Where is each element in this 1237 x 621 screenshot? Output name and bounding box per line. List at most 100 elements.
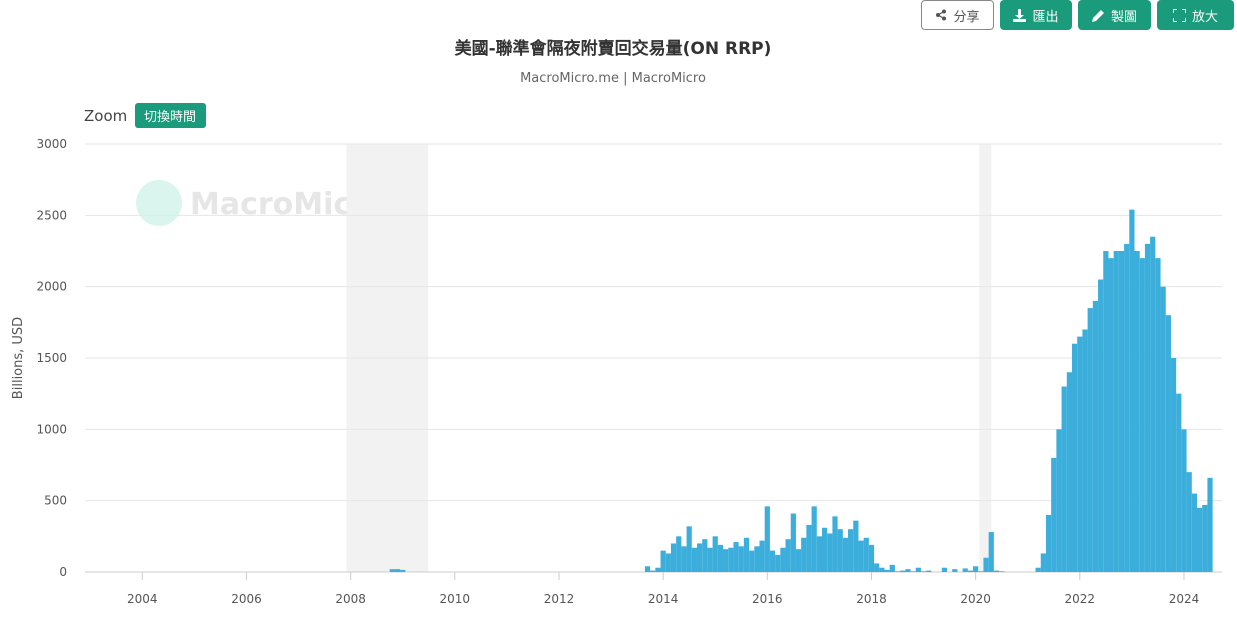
bar bbox=[1071, 343, 1078, 572]
bar bbox=[842, 537, 849, 572]
bar bbox=[1108, 258, 1114, 572]
share-button[interactable]: 分享 bbox=[921, 0, 994, 30]
bar bbox=[827, 533, 833, 572]
bar bbox=[1113, 251, 1119, 572]
export-button[interactable]: 匯出 bbox=[1000, 0, 1072, 30]
bar bbox=[1098, 279, 1104, 572]
x-tick-label: 2004 bbox=[127, 592, 158, 606]
bar bbox=[952, 569, 958, 572]
bar bbox=[665, 553, 671, 572]
x-tick-label: 2014 bbox=[648, 592, 679, 606]
bar bbox=[905, 569, 911, 572]
draw-button[interactable]: 製圖 bbox=[1078, 0, 1151, 30]
y-tick-label: 1000 bbox=[36, 422, 67, 436]
bar bbox=[790, 513, 796, 572]
bar bbox=[686, 526, 692, 572]
bar bbox=[717, 544, 724, 572]
bar bbox=[967, 570, 974, 572]
bar bbox=[973, 566, 979, 572]
x-tick-label: 2022 bbox=[1065, 592, 1096, 606]
bar bbox=[941, 567, 947, 572]
enlarge-icon bbox=[1172, 8, 1186, 22]
bar bbox=[993, 570, 1000, 572]
bar bbox=[821, 527, 828, 572]
bar bbox=[884, 569, 890, 572]
bar bbox=[1061, 386, 1067, 572]
bar bbox=[1165, 315, 1171, 572]
bar bbox=[978, 571, 984, 572]
x-tick-label: 2024 bbox=[1169, 592, 1200, 606]
bar bbox=[1077, 336, 1083, 572]
x-tick-label: 2012 bbox=[544, 592, 575, 606]
bar bbox=[743, 537, 750, 572]
bar bbox=[670, 543, 677, 572]
x-tick-label: 2020 bbox=[960, 592, 991, 606]
bar bbox=[400, 569, 406, 572]
enlarge-label[interactable]: 放大 bbox=[1191, 9, 1218, 25]
bar bbox=[858, 540, 864, 572]
bar bbox=[1045, 514, 1052, 572]
bar bbox=[785, 539, 791, 572]
bar bbox=[874, 563, 880, 572]
bar bbox=[837, 529, 843, 572]
share-label[interactable]: 分享 bbox=[953, 9, 980, 25]
bar bbox=[1202, 504, 1208, 572]
bar bbox=[915, 567, 921, 572]
chart-subtitle: MacroMicro.me | MacroMicro bbox=[520, 71, 706, 86]
bar bbox=[655, 567, 661, 572]
bar bbox=[879, 567, 885, 572]
bar bbox=[920, 571, 927, 572]
bar bbox=[848, 529, 854, 572]
bar bbox=[660, 550, 666, 572]
bar bbox=[1056, 429, 1062, 572]
bar bbox=[1051, 457, 1057, 572]
bar bbox=[1176, 393, 1182, 572]
bar bbox=[832, 516, 838, 572]
bar bbox=[1160, 286, 1166, 572]
plot: 0 500 1000 1500 2000 2500 3000 2004 2006 2008 2010… bbox=[36, 137, 1222, 606]
bar bbox=[1186, 472, 1192, 572]
draw-label[interactable]: 製圖 bbox=[1110, 9, 1137, 25]
bar bbox=[702, 539, 708, 572]
bar bbox=[1191, 493, 1197, 572]
zoom-button[interactable] bbox=[135, 103, 206, 128]
chart-title: 美國-聯準會隔夜附賣回交易量(ON RRP) bbox=[455, 38, 772, 59]
bar bbox=[795, 549, 802, 572]
bar bbox=[1040, 553, 1046, 572]
bar bbox=[988, 532, 994, 572]
bar bbox=[723, 549, 729, 572]
bar bbox=[1196, 507, 1203, 572]
bar bbox=[759, 540, 765, 572]
bar bbox=[853, 520, 859, 572]
bar bbox=[754, 546, 760, 572]
bar bbox=[749, 550, 755, 572]
y-tick-label: 1500 bbox=[36, 351, 67, 365]
x-tick-label: 2010 bbox=[440, 592, 471, 606]
bar bbox=[894, 571, 901, 572]
watermark-logo bbox=[136, 180, 182, 226]
enlarge-button[interactable]: 放大 bbox=[1157, 0, 1234, 30]
export-label[interactable]: 匯出 bbox=[1032, 9, 1059, 25]
bar bbox=[394, 569, 401, 572]
bar bbox=[769, 550, 776, 572]
x-tick-label: 2006 bbox=[231, 592, 262, 606]
x-tick-label: 2016 bbox=[752, 592, 783, 606]
zoom-label: Zoom bbox=[84, 107, 127, 125]
y-tick-label: 2500 bbox=[36, 208, 67, 222]
bar bbox=[681, 546, 687, 572]
bar bbox=[1087, 308, 1093, 572]
bar bbox=[733, 542, 739, 572]
bar bbox=[806, 524, 812, 572]
bar bbox=[676, 536, 682, 572]
bar bbox=[1118, 251, 1125, 572]
bar bbox=[811, 506, 817, 572]
draw-icon bbox=[1091, 9, 1104, 22]
zoom-button-label[interactable]: 切換時間 bbox=[144, 110, 196, 125]
bar bbox=[816, 536, 822, 572]
bar bbox=[1103, 251, 1109, 572]
bar bbox=[707, 547, 713, 572]
bar bbox=[1066, 372, 1072, 572]
bar bbox=[1082, 329, 1088, 572]
